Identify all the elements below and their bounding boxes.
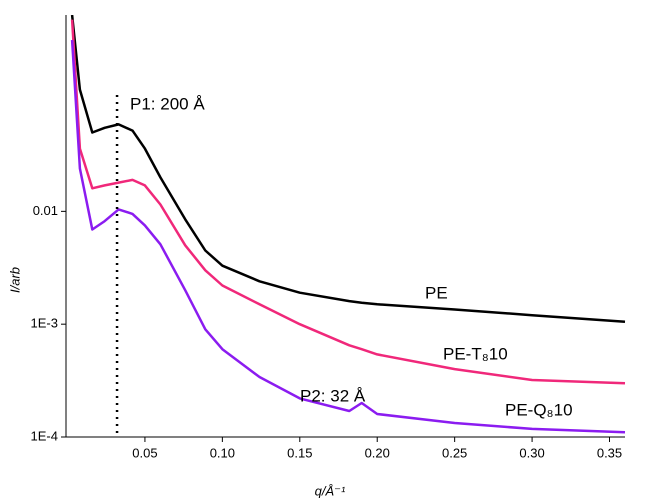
series-line [70,19,626,385]
y-tick-label: 1E-4 [31,428,58,443]
x-tick-label: 0.30 [519,445,544,460]
x-tick-label: 0.25 [442,445,467,460]
annotation: P2: 32 Å [300,386,366,405]
series-line [70,39,626,434]
series-label: PE [425,283,448,302]
x-axis-label: q/Å⁻¹ [315,483,346,498]
series-label: PE-Q₈10 [505,400,573,419]
annotation: P1: 200 Å [130,94,205,113]
x-tick-label: 0.10 [210,445,235,460]
x-tick-label: 0.35 [597,445,622,460]
x-tick-label: 0.15 [287,445,312,460]
y-tick-label: 0.01 [33,203,58,218]
x-tick-label: 0.05 [132,445,157,460]
plot-area [70,15,626,434]
y-tick-label: 1E-3 [31,316,58,331]
x-tick-label: 0.20 [365,445,390,460]
y-axis-label: I/arb [7,267,22,293]
series-label: PE-T₈10 [443,344,508,363]
series-line [70,15,626,324]
